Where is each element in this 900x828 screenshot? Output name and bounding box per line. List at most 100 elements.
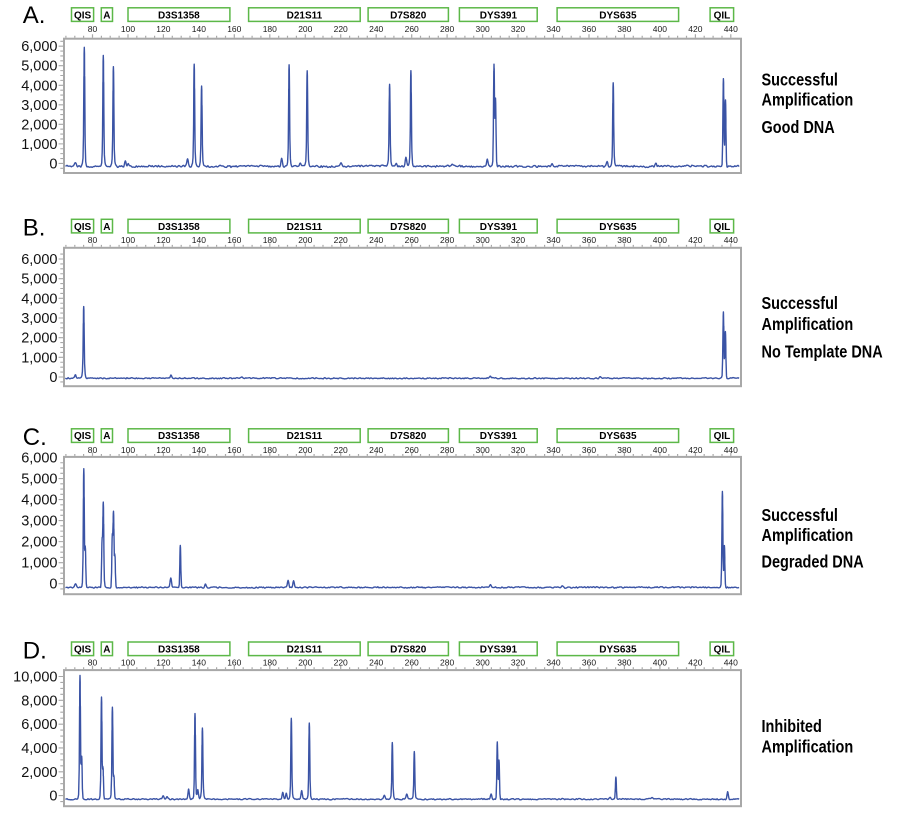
svg-text:A: A — [103, 645, 110, 656]
svg-text:180: 180 — [263, 445, 277, 455]
svg-text:360: 360 — [582, 24, 596, 34]
svg-text:400: 400 — [653, 235, 667, 245]
svg-text:Successful: Successful — [762, 506, 838, 526]
svg-text:240: 240 — [369, 235, 383, 245]
svg-text:D3S1358: D3S1358 — [158, 645, 200, 656]
svg-text:No Template DNA: No Template DNA — [762, 342, 883, 362]
svg-text:260: 260 — [405, 445, 419, 455]
svg-text:D7S820: D7S820 — [390, 10, 427, 21]
svg-text:280: 280 — [440, 235, 454, 245]
svg-text:240: 240 — [369, 658, 383, 668]
svg-text:320: 320 — [511, 445, 525, 455]
svg-text:D7S820: D7S820 — [390, 431, 427, 442]
svg-text:A.: A. — [23, 2, 46, 29]
svg-text:420: 420 — [688, 24, 702, 34]
svg-text:220: 220 — [334, 24, 348, 34]
svg-text:6,000: 6,000 — [21, 39, 57, 55]
svg-text:280: 280 — [440, 445, 454, 455]
svg-text:QIS: QIS — [74, 645, 92, 656]
svg-text:0: 0 — [49, 577, 57, 593]
svg-text:1,000: 1,000 — [21, 556, 57, 572]
svg-text:8,000: 8,000 — [21, 693, 57, 709]
svg-text:A: A — [103, 222, 110, 233]
svg-text:140: 140 — [192, 24, 206, 34]
svg-text:120: 120 — [156, 24, 170, 34]
svg-text:220: 220 — [334, 445, 348, 455]
svg-text:DYS391: DYS391 — [480, 222, 518, 233]
svg-text:200: 200 — [298, 24, 312, 34]
svg-text:380: 380 — [617, 445, 631, 455]
svg-text:DYS391: DYS391 — [480, 431, 518, 442]
svg-text:QIL: QIL — [714, 431, 731, 442]
svg-text:120: 120 — [156, 235, 170, 245]
svg-text:D21S11: D21S11 — [287, 10, 323, 21]
svg-text:80: 80 — [88, 658, 98, 668]
svg-text:DYS635: DYS635 — [599, 222, 637, 233]
svg-text:360: 360 — [582, 658, 596, 668]
svg-text:Inhibited: Inhibited — [762, 716, 822, 736]
svg-text:Good DNA: Good DNA — [762, 117, 835, 137]
svg-text:240: 240 — [369, 445, 383, 455]
svg-text:D7S820: D7S820 — [390, 645, 427, 656]
svg-text:QIL: QIL — [714, 222, 731, 233]
svg-text:Amplification: Amplification — [762, 90, 854, 110]
svg-text:400: 400 — [653, 445, 667, 455]
svg-text:5,000: 5,000 — [21, 272, 57, 288]
svg-text:4,000: 4,000 — [21, 493, 57, 509]
svg-text:D3S1358: D3S1358 — [158, 431, 200, 442]
svg-text:300: 300 — [476, 235, 490, 245]
svg-text:D21S11: D21S11 — [287, 431, 323, 442]
svg-text:2,000: 2,000 — [21, 117, 57, 133]
svg-text:340: 340 — [546, 658, 560, 668]
svg-text:QIL: QIL — [714, 10, 731, 21]
svg-text:QIL: QIL — [714, 645, 731, 656]
svg-text:360: 360 — [582, 445, 596, 455]
svg-text:2,000: 2,000 — [21, 765, 57, 781]
svg-text:260: 260 — [405, 24, 419, 34]
svg-text:Successful: Successful — [762, 293, 838, 313]
svg-text:1,000: 1,000 — [21, 350, 57, 366]
svg-text:200: 200 — [298, 235, 312, 245]
svg-text:2,000: 2,000 — [21, 535, 57, 551]
svg-text:320: 320 — [511, 658, 525, 668]
svg-text:260: 260 — [405, 658, 419, 668]
svg-text:420: 420 — [688, 445, 702, 455]
svg-text:0: 0 — [49, 370, 57, 386]
svg-text:DYS391: DYS391 — [480, 645, 518, 656]
svg-text:320: 320 — [511, 235, 525, 245]
svg-text:120: 120 — [156, 658, 170, 668]
svg-text:5,000: 5,000 — [21, 472, 57, 488]
svg-text:10,000: 10,000 — [13, 670, 57, 686]
svg-text:400: 400 — [653, 24, 667, 34]
svg-text:180: 180 — [263, 235, 277, 245]
svg-text:160: 160 — [227, 24, 241, 34]
svg-text:280: 280 — [440, 24, 454, 34]
svg-text:1,000: 1,000 — [21, 137, 57, 153]
svg-text:340: 340 — [546, 235, 560, 245]
svg-text:140: 140 — [192, 658, 206, 668]
svg-text:4,000: 4,000 — [21, 78, 57, 94]
svg-text:240: 240 — [369, 24, 383, 34]
svg-text:200: 200 — [298, 658, 312, 668]
svg-text:120: 120 — [156, 445, 170, 455]
svg-text:440: 440 — [724, 24, 738, 34]
svg-text:4,000: 4,000 — [21, 291, 57, 307]
svg-text:QIS: QIS — [74, 10, 92, 21]
svg-text:D7S820: D7S820 — [390, 222, 427, 233]
svg-text:100: 100 — [121, 445, 135, 455]
svg-text:400: 400 — [653, 658, 667, 668]
svg-text:D21S11: D21S11 — [287, 222, 323, 233]
svg-text:220: 220 — [334, 235, 348, 245]
svg-text:DYS635: DYS635 — [599, 10, 637, 21]
svg-text:420: 420 — [688, 235, 702, 245]
svg-text:300: 300 — [476, 24, 490, 34]
svg-text:4,000: 4,000 — [21, 741, 57, 757]
svg-text:440: 440 — [724, 445, 738, 455]
svg-text:Degraded DNA: Degraded DNA — [762, 552, 864, 572]
svg-text:380: 380 — [617, 658, 631, 668]
svg-text:380: 380 — [617, 24, 631, 34]
svg-text:80: 80 — [88, 235, 98, 245]
svg-text:QIS: QIS — [74, 222, 92, 233]
svg-text:A: A — [103, 10, 110, 21]
svg-text:300: 300 — [476, 445, 490, 455]
